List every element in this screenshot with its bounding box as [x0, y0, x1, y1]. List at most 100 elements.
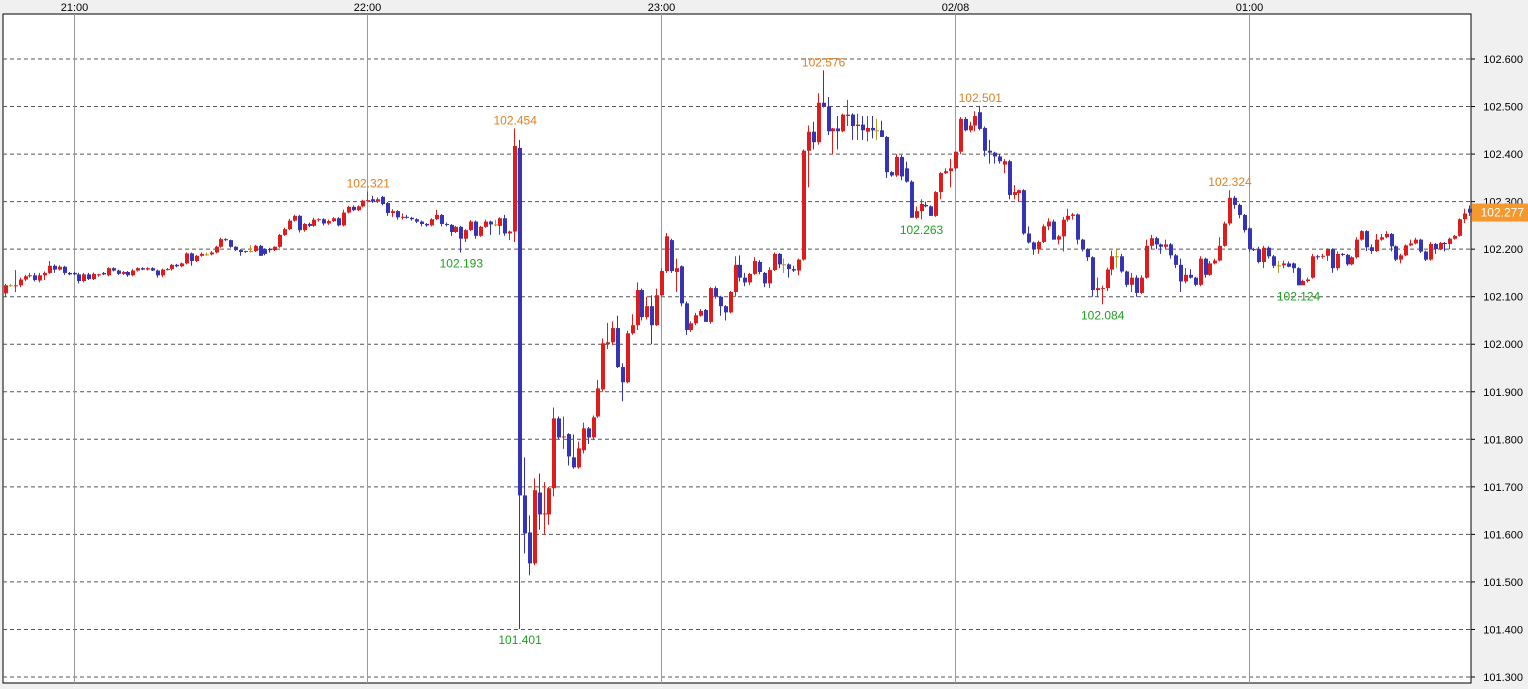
candle-body [347, 206, 351, 213]
candle-body [1169, 244, 1173, 256]
candle [1424, 250, 1428, 262]
y-tick-label: 101.400 [1483, 624, 1523, 636]
candle [660, 268, 664, 297]
candle [782, 258, 786, 273]
candle-body [1390, 233, 1394, 247]
candle [1091, 256, 1095, 297]
candle-body [518, 147, 522, 496]
candle-body [435, 214, 439, 220]
candle [1404, 244, 1408, 257]
candle [1448, 237, 1452, 250]
candle [1277, 261, 1281, 273]
candle [924, 201, 928, 208]
candle-body [1130, 277, 1134, 285]
candle-body [1110, 256, 1114, 270]
candle-body [1336, 253, 1340, 269]
candle [508, 230, 512, 241]
candle [1360, 230, 1364, 241]
candle-body [592, 417, 596, 438]
candle-body [464, 230, 468, 239]
candle [538, 473, 542, 530]
candle-body [58, 266, 62, 270]
candle [587, 426, 591, 445]
candle [934, 191, 938, 217]
candle-body [1380, 237, 1384, 240]
candle [273, 246, 277, 252]
candle [420, 220, 424, 227]
candle-body [1292, 263, 1296, 269]
candle [317, 218, 321, 222]
candle [136, 267, 140, 272]
candle-body [1350, 257, 1354, 265]
candle-body [1204, 258, 1208, 275]
candle [450, 223, 454, 236]
candle [1169, 242, 1173, 259]
candle [763, 271, 767, 288]
high-label: 102.321 [347, 177, 391, 191]
candle [415, 218, 419, 224]
candle-body [1115, 256, 1119, 258]
candle-body [640, 290, 644, 318]
candle [699, 309, 703, 317]
candle [807, 125, 811, 188]
candle-body [572, 457, 576, 468]
candle-body [1052, 221, 1056, 240]
candle [1394, 245, 1398, 262]
x-tick-label: 02/08 [942, 2, 970, 14]
candle [694, 312, 698, 326]
y-tick-label: 102.600 [1483, 54, 1523, 66]
candle [611, 321, 615, 346]
candle [552, 407, 556, 497]
candle-body [352, 206, 356, 211]
candle [82, 272, 86, 283]
candle-body [19, 279, 23, 286]
candle [381, 195, 385, 206]
candle [479, 225, 483, 237]
last-price-tag: 102.277 [1472, 203, 1528, 222]
candle [327, 219, 331, 225]
candle [48, 261, 52, 274]
candle [748, 272, 752, 286]
candle [738, 255, 742, 282]
candle-body [1287, 263, 1291, 267]
candle [714, 286, 718, 299]
candle-body [283, 229, 287, 235]
candle-body [601, 343, 605, 390]
candle [885, 136, 889, 178]
candle-body [454, 226, 458, 233]
candle [391, 209, 395, 217]
candle-body [557, 418, 561, 438]
candle-body [87, 274, 91, 280]
candle [445, 222, 449, 227]
candle-body [1321, 255, 1325, 257]
candle [58, 265, 62, 271]
candle-body [817, 102, 821, 143]
candle-body [146, 268, 150, 270]
candle-body [1399, 255, 1403, 260]
candle [577, 441, 581, 469]
y-tick-label: 101.800 [1483, 434, 1523, 446]
candle-body [1155, 238, 1159, 245]
candle [729, 290, 733, 314]
candle-body [224, 239, 228, 241]
candle-body [440, 214, 444, 224]
candle-body [1443, 242, 1447, 244]
candle [1159, 243, 1163, 254]
candle-body [797, 259, 801, 271]
candle-body [112, 268, 116, 271]
candle [28, 272, 32, 278]
candles [4, 70, 1472, 629]
candle [1238, 203, 1242, 219]
candle [1233, 195, 1237, 209]
candle [1331, 248, 1335, 273]
candle-body [244, 251, 248, 253]
candle-body [503, 218, 507, 234]
candle [983, 126, 987, 157]
candle-body [1101, 288, 1105, 290]
candle [126, 271, 130, 277]
candle [361, 199, 365, 208]
candle-body [200, 253, 204, 256]
candle [1003, 158, 1007, 174]
last-price-label: 102.277 [1481, 206, 1525, 220]
candle-body [357, 206, 361, 211]
